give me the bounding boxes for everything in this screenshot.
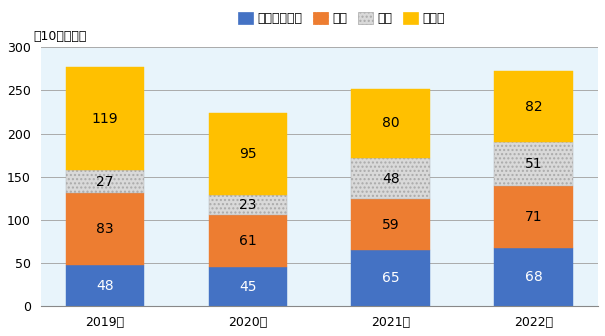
- Bar: [66, 67, 145, 170]
- Text: 65: 65: [382, 271, 399, 285]
- Bar: [494, 248, 573, 306]
- Bar: [209, 195, 287, 215]
- Text: 27: 27: [96, 174, 114, 188]
- Text: 119: 119: [92, 112, 119, 126]
- Text: 95: 95: [239, 147, 257, 161]
- Text: （10億ドル）: （10億ドル）: [34, 30, 87, 43]
- Text: 23: 23: [239, 198, 257, 212]
- Bar: [209, 215, 287, 267]
- Bar: [209, 267, 287, 306]
- Text: 71: 71: [525, 210, 542, 224]
- Bar: [494, 186, 573, 248]
- Text: 45: 45: [239, 280, 257, 294]
- Bar: [494, 142, 573, 186]
- Bar: [209, 113, 287, 195]
- Text: 61: 61: [239, 234, 257, 248]
- Bar: [494, 72, 573, 142]
- Text: 80: 80: [382, 116, 399, 130]
- Bar: [352, 158, 430, 199]
- Bar: [66, 170, 145, 193]
- Bar: [352, 199, 430, 250]
- Bar: [66, 193, 145, 265]
- Bar: [352, 89, 430, 158]
- Text: 59: 59: [382, 218, 399, 232]
- Text: 48: 48: [96, 279, 114, 293]
- Bar: [352, 250, 430, 306]
- Text: 68: 68: [525, 270, 542, 284]
- Text: 51: 51: [525, 157, 542, 171]
- Text: 48: 48: [382, 171, 399, 185]
- Bar: [66, 265, 145, 306]
- Legend: アジア太平洋, 北米, 欧州, その他: アジア太平洋, 北米, 欧州, その他: [233, 7, 450, 30]
- Text: 83: 83: [96, 222, 114, 236]
- Text: 82: 82: [525, 100, 542, 114]
